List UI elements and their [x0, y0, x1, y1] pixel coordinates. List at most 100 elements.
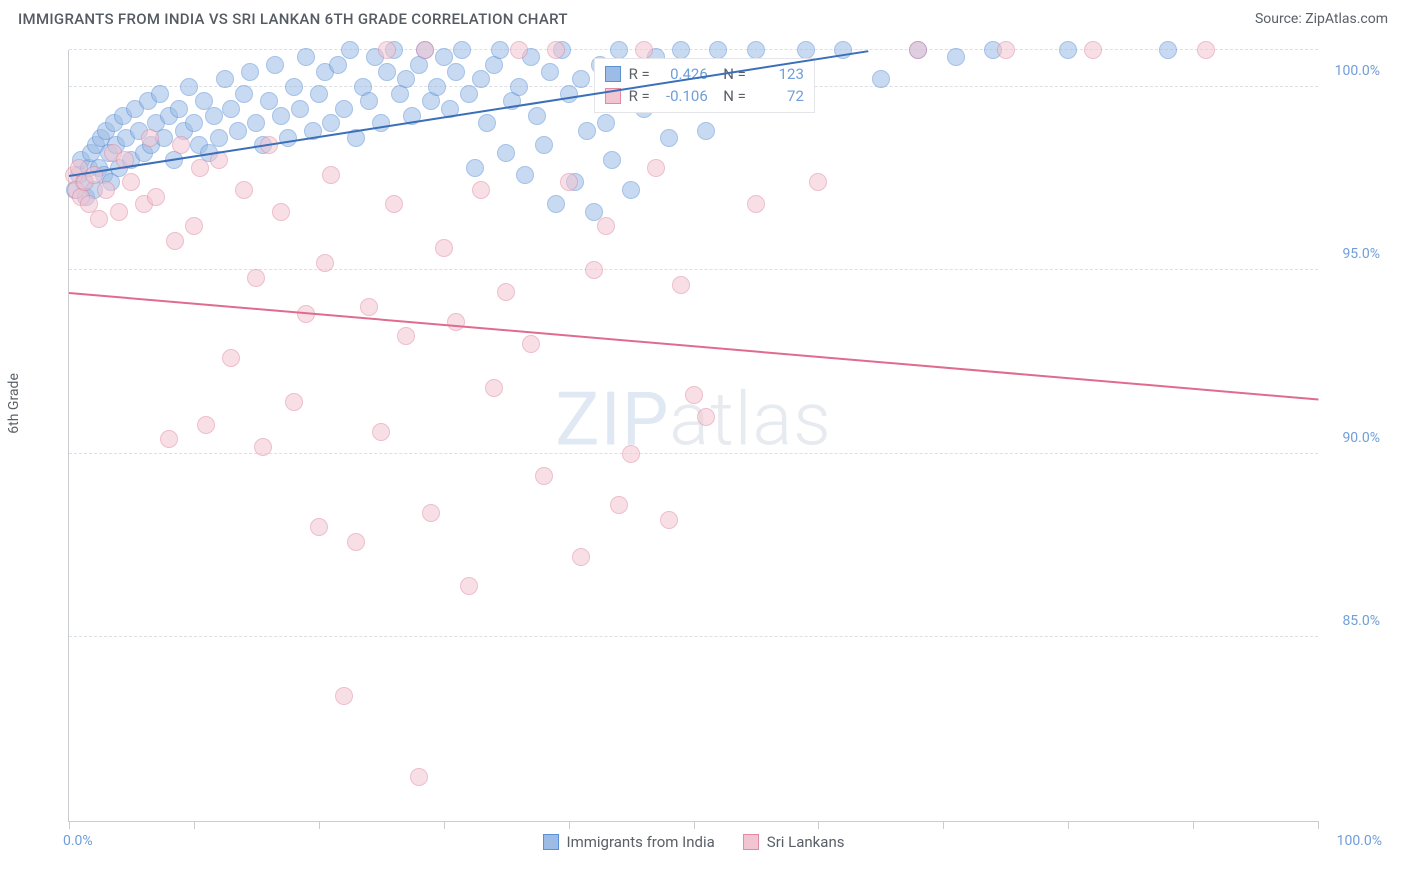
- x-tick-label: 0.0%: [63, 833, 93, 849]
- data-point: [97, 181, 115, 199]
- r-value: -0.106: [658, 85, 708, 108]
- data-point: [166, 232, 184, 250]
- legend-item: Immigrants from India: [543, 833, 715, 851]
- data-point: [297, 48, 315, 66]
- stats-legend: R =0.426 N =123R =-0.106 N =72: [594, 58, 815, 113]
- data-point: [229, 122, 247, 140]
- data-point: [535, 467, 553, 485]
- legend-swatch: [743, 834, 759, 850]
- gridline: [69, 49, 1318, 50]
- data-point: [347, 533, 365, 551]
- data-point: [335, 100, 353, 118]
- data-point: [447, 313, 465, 331]
- data-point: [372, 114, 390, 132]
- x-tick: [69, 821, 70, 829]
- data-point: [247, 114, 265, 132]
- chart-container: 6th Grade ZIPatlas 85.0%90.0%95.0%100.0%…: [18, 40, 1388, 872]
- chart-header: IMMIGRANTS FROM INDIA VS SRI LANKAN 6TH …: [0, 0, 1406, 34]
- data-point: [360, 92, 378, 110]
- y-tick-label: 95.0%: [1342, 246, 1380, 262]
- data-point: [697, 408, 715, 426]
- data-point: [341, 41, 359, 59]
- data-point: [435, 48, 453, 66]
- data-point: [147, 188, 165, 206]
- data-point: [416, 41, 434, 59]
- data-point: [610, 41, 628, 59]
- data-point: [247, 269, 265, 287]
- data-point: [272, 203, 290, 221]
- data-point: [222, 100, 240, 118]
- data-point: [360, 298, 378, 316]
- watermark-bold: ZIP: [555, 377, 669, 464]
- data-point: [522, 335, 540, 353]
- data-point: [466, 159, 484, 177]
- data-point: [472, 70, 490, 88]
- data-point: [180, 78, 198, 96]
- data-point: [222, 349, 240, 367]
- data-point: [235, 85, 253, 103]
- data-point: [316, 254, 334, 272]
- data-point: [541, 63, 559, 81]
- data-point: [547, 195, 565, 213]
- data-point: [447, 63, 465, 81]
- legend-item: Sri Lankans: [743, 833, 845, 851]
- data-point: [1059, 41, 1077, 59]
- data-point: [485, 379, 503, 397]
- data-point: [397, 70, 415, 88]
- data-point: [947, 48, 965, 66]
- data-point: [460, 85, 478, 103]
- gridline: [69, 636, 1318, 637]
- data-point: [635, 41, 653, 59]
- x-tick: [694, 821, 695, 829]
- data-point: [160, 430, 178, 448]
- y-tick-label: 100.0%: [1335, 63, 1380, 79]
- legend-swatch: [605, 66, 621, 82]
- data-point: [647, 159, 665, 177]
- n-value: 72: [754, 85, 804, 108]
- data-point: [197, 416, 215, 434]
- x-tick: [319, 821, 320, 829]
- data-point: [329, 56, 347, 74]
- data-point: [397, 327, 415, 345]
- x-tick: [1068, 821, 1069, 829]
- data-point: [685, 386, 703, 404]
- data-point: [572, 70, 590, 88]
- chart-source: Source: ZipAtlas.com: [1255, 11, 1388, 27]
- data-point: [428, 78, 446, 96]
- data-point: [291, 100, 309, 118]
- data-point: [310, 85, 328, 103]
- data-point: [210, 129, 228, 147]
- data-point: [254, 438, 272, 456]
- data-point: [997, 41, 1015, 59]
- r-label: R =: [629, 63, 650, 86]
- data-point: [603, 151, 621, 169]
- data-point: [535, 136, 553, 154]
- data-point: [216, 70, 234, 88]
- data-point: [622, 445, 640, 463]
- data-point: [497, 144, 515, 162]
- data-point: [378, 41, 396, 59]
- y-tick-label: 90.0%: [1342, 430, 1380, 446]
- data-point: [322, 114, 340, 132]
- legend-label: Immigrants from India: [567, 833, 715, 851]
- data-point: [585, 261, 603, 279]
- x-tick: [1193, 821, 1194, 829]
- data-point: [709, 41, 727, 59]
- data-point: [510, 78, 528, 96]
- x-tick: [569, 821, 570, 829]
- data-point: [453, 41, 471, 59]
- y-tick-label: 85.0%: [1342, 613, 1380, 629]
- data-point: [110, 203, 128, 221]
- data-point: [378, 63, 396, 81]
- data-point: [422, 504, 440, 522]
- data-point: [90, 210, 108, 228]
- data-point: [572, 548, 590, 566]
- data-point: [285, 78, 303, 96]
- trend-line: [69, 50, 869, 177]
- x-tick-label: 100.0%: [1337, 833, 1382, 849]
- data-point: [528, 107, 546, 125]
- data-point: [260, 92, 278, 110]
- data-point: [185, 114, 203, 132]
- data-point: [747, 41, 765, 59]
- data-point: [747, 195, 765, 213]
